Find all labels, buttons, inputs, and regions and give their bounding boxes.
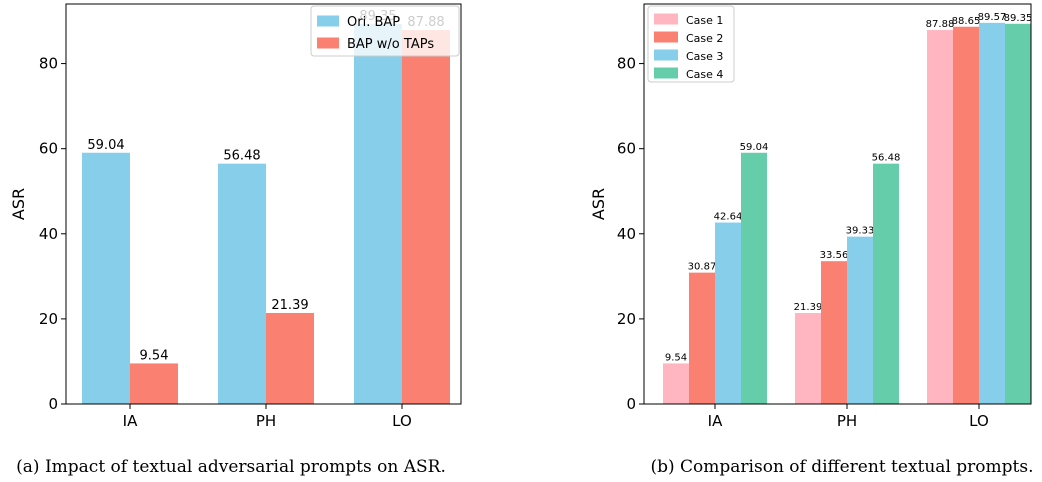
y-axis-label-b: ASR	[589, 188, 608, 220]
y-tick-label-b: 40	[617, 225, 636, 243]
legend-label-b-2: Case 2	[686, 32, 723, 45]
bar-a-2-lo	[402, 30, 450, 405]
x-tick-label-a: IA	[123, 412, 138, 430]
data-label-a-1-ia: 59.04	[87, 138, 124, 153]
y-axis-label-a: ASR	[9, 188, 28, 220]
legend-swatch-b-1	[654, 13, 678, 25]
legend-swatch-b-2	[654, 31, 678, 43]
y-tick-label-b: 80	[617, 55, 636, 73]
bar-a-2-ph	[266, 312, 314, 404]
bar-a-1-ph	[218, 163, 266, 404]
legend-label-b-4: Case 4	[686, 68, 723, 81]
x-tick-label-a: PH	[256, 412, 276, 430]
x-tick-label-a: LO	[392, 412, 412, 430]
y-tick-label-a: 0	[48, 395, 58, 413]
x-tick-label-b: IA	[708, 412, 723, 430]
bar-a-1-lo	[354, 23, 402, 405]
legend-swatch-a-2	[317, 37, 339, 49]
data-label-a-2-ia: 9.54	[140, 348, 169, 363]
legend-label-a-1: Ori. BAP	[347, 15, 400, 30]
bar-b-1-lo	[927, 30, 953, 405]
plot-frame-a	[65, 3, 462, 405]
legend-label-b-1: Case 1	[686, 14, 723, 27]
bar-b-4-lo	[1005, 23, 1031, 405]
data-label-b-1-ia: 9.54	[665, 352, 687, 363]
x-tick-label-b: PH	[837, 412, 857, 430]
plot-frame-b	[643, 3, 1032, 405]
chart-a: 59.0456.4889.359.5421.3987.88020406080IA…	[9, 3, 462, 477]
legend-swatch-b-3	[654, 49, 678, 61]
data-label-b-3-ph: 39.33	[846, 226, 875, 237]
legend-swatch-a-1	[317, 15, 339, 27]
bar-b-2-lo	[953, 26, 979, 404]
legend-box-b	[647, 5, 735, 83]
legend-label-a-2: BAP w/o TAPs	[347, 37, 434, 52]
y-tick-label-a: 60	[39, 140, 58, 158]
legend-box-a	[310, 5, 460, 57]
bar-a-1-ia	[82, 152, 130, 404]
data-label-b-3-ia: 42.64	[714, 212, 743, 223]
y-tick-label-b: 60	[617, 140, 636, 158]
legend-swatch-b-4	[654, 67, 678, 79]
legend-a: Ori. BAP BAP w/o TAPs	[310, 5, 460, 57]
bar-b-3-ph	[847, 236, 873, 404]
bar-b-1-ph	[795, 312, 821, 404]
bar-b-1-ia	[663, 363, 689, 404]
data-label-b-1-lo: 87.88	[926, 19, 955, 30]
caption-a: (a) Impact of textual adversarial prompt…	[16, 457, 446, 477]
chart-b: 9.54 21.39 87.88 30.87 33.56 88.65 42.64 39.33 8…	[589, 3, 1034, 477]
data-label-b-3-lo: 89.57	[978, 12, 1007, 23]
bar-b-3-lo	[979, 22, 1005, 404]
y-tick-label-b: 0	[626, 395, 636, 413]
data-label-a-2-ph: 21.39	[271, 298, 308, 313]
x-tick-label-b: LO	[969, 412, 989, 430]
bar-b-2-ph	[821, 261, 847, 404]
data-label-b-4-lo: 89.35	[1004, 13, 1033, 24]
data-label-a-1-ph: 56.48	[223, 149, 260, 164]
data-label-b-4-ia: 59.04	[740, 142, 769, 153]
y-tick-label-a: 80	[39, 55, 58, 73]
legend-b: Case 1 Case 2 Case 3 Case 4	[647, 5, 735, 83]
y-tick-label-b: 20	[617, 310, 636, 328]
bar-b-4-ph	[873, 163, 899, 404]
bar-b-4-ia	[741, 152, 767, 404]
data-label-b-1-ph: 21.39	[794, 302, 823, 313]
data-label-b-2-lo: 88.65	[952, 16, 981, 27]
y-tick-label-a: 40	[39, 225, 58, 243]
caption-b: (b) Comparison of different textual prom…	[650, 457, 1033, 477]
bar-b-2-ia	[689, 272, 715, 404]
y-tick-label-a: 20	[39, 310, 58, 328]
data-label-b-2-ia: 30.87	[688, 262, 717, 273]
data-label-b-4-ph: 56.48	[872, 153, 901, 164]
data-label-b-2-ph: 33.56	[820, 250, 849, 261]
bar-b-3-ia	[715, 222, 741, 404]
bar-a-2-ia	[130, 363, 178, 404]
legend-label-b-3: Case 3	[686, 50, 723, 63]
